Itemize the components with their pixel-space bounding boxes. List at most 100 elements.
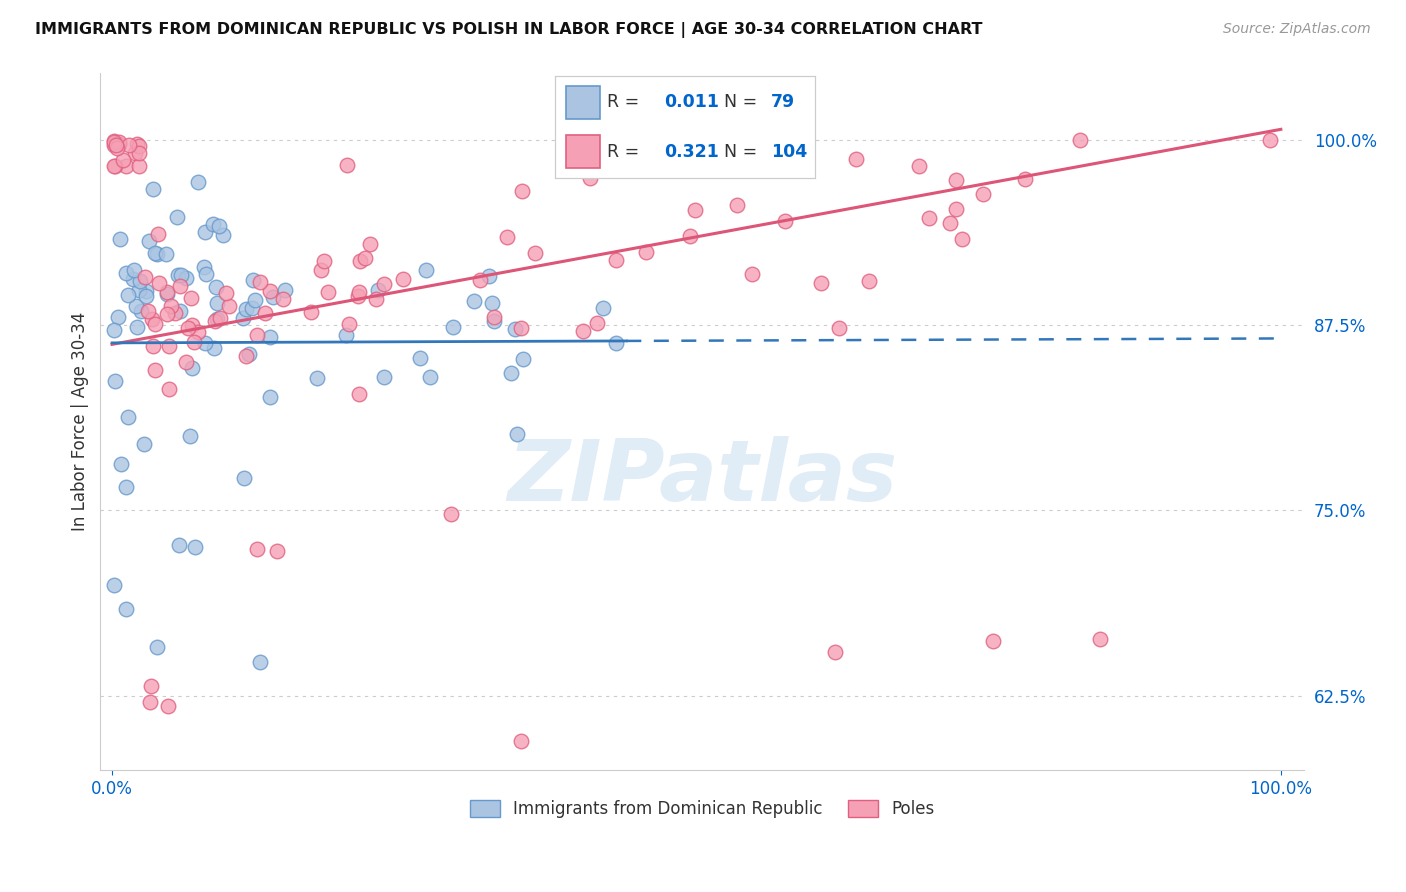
Point <box>117 287 139 301</box>
Point <box>679 228 702 243</box>
Point <box>129 304 152 318</box>
Point <box>111 153 134 167</box>
Point <box>202 341 225 355</box>
Point <box>246 542 269 557</box>
Point <box>477 269 499 284</box>
Point <box>103 578 125 592</box>
Point <box>135 288 157 302</box>
Point <box>1258 133 1281 147</box>
Point <box>157 382 180 396</box>
Point <box>419 370 441 384</box>
Point <box>105 138 128 153</box>
Point <box>204 314 226 328</box>
Point <box>409 351 432 365</box>
Point <box>939 216 962 230</box>
Point <box>238 347 260 361</box>
Point <box>440 507 463 521</box>
Point <box>628 152 651 166</box>
Point <box>169 268 191 282</box>
Point <box>167 268 190 283</box>
Point <box>312 254 335 268</box>
Point <box>169 278 191 293</box>
Point <box>166 210 188 224</box>
Point <box>347 387 370 401</box>
Point <box>128 283 150 297</box>
Point <box>142 339 165 353</box>
Point <box>129 274 152 288</box>
Point <box>605 335 627 350</box>
Point <box>392 272 415 286</box>
Point <box>481 295 503 310</box>
Point <box>208 219 231 233</box>
Point <box>117 409 139 424</box>
Point <box>259 390 281 404</box>
Point <box>157 338 180 352</box>
Point <box>232 471 254 485</box>
Point <box>266 544 288 558</box>
Point <box>132 437 155 451</box>
Point <box>586 316 609 330</box>
Point <box>353 252 375 266</box>
Point <box>484 314 506 328</box>
Point <box>180 291 202 305</box>
Point <box>156 285 179 299</box>
Point <box>195 267 218 281</box>
Point <box>103 134 125 148</box>
Point <box>274 283 297 297</box>
Point <box>950 232 973 246</box>
Point <box>349 254 371 268</box>
Point <box>509 733 531 747</box>
FancyBboxPatch shape <box>565 87 599 119</box>
Point <box>148 276 170 290</box>
Point <box>103 137 125 152</box>
Point <box>249 275 271 289</box>
Point <box>143 246 166 260</box>
Point <box>167 538 190 552</box>
Y-axis label: In Labor Force | Age 30-34: In Labor Force | Age 30-34 <box>72 312 89 531</box>
Point <box>512 351 534 366</box>
Point <box>510 320 533 334</box>
Point <box>810 277 832 291</box>
Point <box>337 317 360 331</box>
Point <box>177 320 200 334</box>
Point <box>187 326 209 340</box>
Point <box>359 237 381 252</box>
Text: N =: N = <box>724 94 763 112</box>
Point <box>142 182 165 196</box>
Point <box>242 273 264 287</box>
Point <box>207 311 229 326</box>
Point <box>572 324 595 338</box>
Point <box>114 266 136 280</box>
Point <box>844 152 866 166</box>
Point <box>122 263 145 277</box>
Point <box>1014 172 1036 186</box>
Point <box>124 145 146 160</box>
Point <box>180 361 202 376</box>
Point <box>336 158 359 172</box>
Point <box>578 171 600 186</box>
Point <box>145 318 167 332</box>
Point <box>271 292 294 306</box>
Point <box>128 138 150 153</box>
Point <box>105 141 128 155</box>
Point <box>117 138 139 153</box>
Point <box>160 299 183 313</box>
Point <box>335 328 357 343</box>
Point <box>184 540 207 554</box>
Legend: Immigrants from Dominican Republic, Poles: Immigrants from Dominican Republic, Pole… <box>464 793 941 824</box>
Point <box>605 253 627 268</box>
Point <box>103 323 125 337</box>
Point <box>128 146 150 161</box>
Point <box>249 655 271 669</box>
Point <box>503 322 526 336</box>
Point <box>499 366 522 380</box>
Point <box>741 267 763 281</box>
Point <box>155 247 177 261</box>
Text: 0.321: 0.321 <box>665 143 720 161</box>
Point <box>163 306 186 320</box>
Point <box>202 218 225 232</box>
Point <box>299 305 322 319</box>
Point <box>174 271 197 285</box>
Point <box>115 480 138 494</box>
Point <box>108 232 131 246</box>
